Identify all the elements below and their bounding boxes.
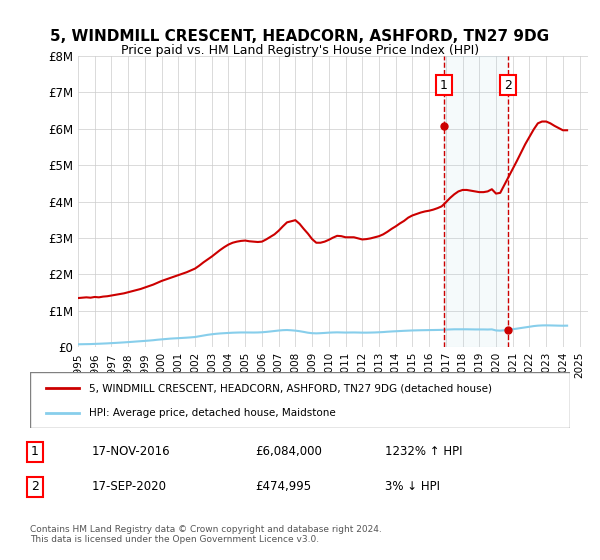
Text: 3% ↓ HPI: 3% ↓ HPI <box>385 480 440 493</box>
Text: 17-SEP-2020: 17-SEP-2020 <box>91 480 166 493</box>
Text: 1232% ↑ HPI: 1232% ↑ HPI <box>385 445 462 459</box>
Text: 1: 1 <box>440 78 448 92</box>
Text: Price paid vs. HM Land Registry's House Price Index (HPI): Price paid vs. HM Land Registry's House … <box>121 44 479 57</box>
Bar <box>444 56 508 347</box>
Text: HPI: Average price, detached house, Maidstone: HPI: Average price, detached house, Maid… <box>89 408 336 418</box>
Text: 1: 1 <box>31 445 39 459</box>
Text: 5, WINDMILL CRESCENT, HEADCORN, ASHFORD, TN27 9DG: 5, WINDMILL CRESCENT, HEADCORN, ASHFORD,… <box>50 29 550 44</box>
Text: 2: 2 <box>31 480 39 493</box>
Text: 2: 2 <box>504 78 512 92</box>
Text: 5, WINDMILL CRESCENT, HEADCORN, ASHFORD, TN27 9DG (detached house): 5, WINDMILL CRESCENT, HEADCORN, ASHFORD,… <box>89 383 493 393</box>
Text: Contains HM Land Registry data © Crown copyright and database right 2024.
This d: Contains HM Land Registry data © Crown c… <box>30 525 382 544</box>
FancyBboxPatch shape <box>30 372 570 428</box>
Text: £6,084,000: £6,084,000 <box>255 445 322 459</box>
Text: £474,995: £474,995 <box>255 480 311 493</box>
Text: 17-NOV-2016: 17-NOV-2016 <box>91 445 170 459</box>
